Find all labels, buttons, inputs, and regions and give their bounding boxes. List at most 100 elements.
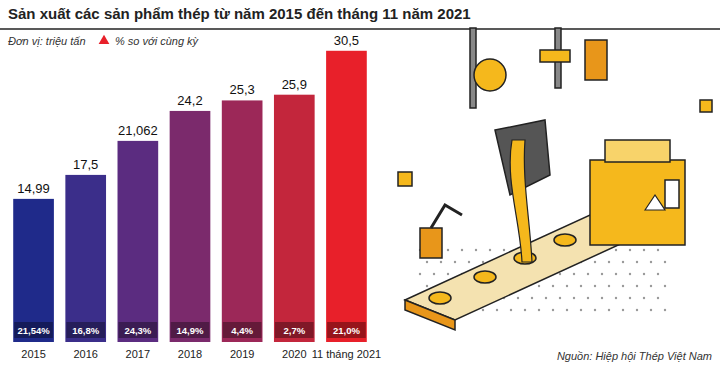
- illustration-dot: [636, 309, 638, 311]
- illustration-dot: [594, 309, 596, 311]
- illustration-shape: [431, 205, 462, 228]
- illustration-dot: [594, 261, 596, 263]
- growth-label: 21,54%: [17, 325, 50, 336]
- chart: Sản xuất các sản phẩm thép từ năm 2015 đ…: [0, 0, 720, 370]
- illustration-dot: [643, 297, 645, 299]
- illustration-dot: [419, 273, 421, 275]
- illustration-dot: [573, 297, 575, 299]
- illustration-shape: [429, 292, 451, 304]
- illustration-dot: [552, 285, 554, 287]
- bar: [65, 175, 106, 342]
- x-tick-label: 2015: [21, 348, 45, 360]
- illustration-dot: [510, 309, 512, 311]
- illustration-dot: [601, 273, 603, 275]
- data-label: 24,2: [177, 93, 202, 108]
- growth-label-bg: [119, 322, 158, 338]
- illustration-dot: [454, 261, 456, 263]
- illustration-dot: [559, 297, 561, 299]
- illustration-dot: [538, 285, 540, 287]
- bar: [326, 51, 367, 342]
- subtitle: Đơn vị: triệu tấn: [8, 35, 86, 47]
- illustration-dot: [608, 261, 610, 263]
- illustration-dot: [482, 261, 484, 263]
- x-tick: 2018: [178, 342, 202, 360]
- illustration-shape: [585, 40, 607, 80]
- x-tick-label: 2017: [126, 348, 150, 360]
- illustration-dot: [426, 261, 428, 263]
- data-label: 30,5: [334, 33, 359, 48]
- bars: [13, 51, 367, 342]
- growth-label-bg: [223, 322, 262, 338]
- illustration-dot: [601, 297, 603, 299]
- illustration-dot: [664, 261, 666, 263]
- illustration-shape: [420, 228, 442, 258]
- illustration-shape: [665, 180, 679, 208]
- illustration-dot: [629, 273, 631, 275]
- illustration-shape: [398, 172, 412, 186]
- illustration-dot: [482, 309, 484, 311]
- x-tick-label: 2020: [282, 348, 306, 360]
- growth-label-bg: [171, 322, 210, 338]
- illustration-dot: [580, 309, 582, 311]
- illustration-dot: [643, 249, 645, 251]
- illustration-dot: [664, 285, 666, 287]
- illustration-dot: [587, 273, 589, 275]
- bar: [274, 95, 315, 342]
- growth-label: 2,7%: [283, 325, 305, 336]
- illustration-dot: [503, 249, 505, 251]
- illustration-shape: [474, 59, 506, 91]
- bar: [118, 141, 159, 342]
- illustration-dot: [622, 285, 624, 287]
- illustration-dot: [475, 249, 477, 251]
- illustration-dot: [545, 297, 547, 299]
- growth-label-bg: [66, 322, 105, 338]
- illustration-dot: [657, 249, 659, 251]
- illustration-dot: [566, 285, 568, 287]
- illustration-dot: [461, 249, 463, 251]
- data-label: 17,5: [73, 157, 98, 172]
- x-tick: 2020: [282, 342, 306, 360]
- illustration-dot: [664, 309, 666, 311]
- illustration-shape: [700, 100, 712, 112]
- illustration-dot: [629, 249, 631, 251]
- illustration-dot: [615, 273, 617, 275]
- bar: [222, 100, 263, 342]
- illustration-dot: [531, 297, 533, 299]
- illustration-shape: [605, 140, 670, 162]
- illustration-dot: [573, 273, 575, 275]
- illustration-shape: [510, 140, 532, 262]
- illustration-dot: [566, 309, 568, 311]
- legend-marker: [99, 35, 110, 44]
- illustration-shape: [590, 160, 685, 245]
- illustration-dot: [622, 261, 624, 263]
- illustration-dot: [447, 273, 449, 275]
- data-label: 25,9: [282, 77, 307, 92]
- x-tick: 2016: [73, 342, 97, 360]
- illustration-dot: [657, 273, 659, 275]
- source: Nguồn: Hiệp hội Thép Việt Nam: [557, 350, 712, 362]
- data-label: 25,3: [229, 82, 254, 97]
- growth-label: 14,9%: [177, 325, 204, 336]
- illustration-dot: [440, 261, 442, 263]
- illustration-shape: [554, 234, 576, 246]
- x-tick-label: 11 tháng 2021: [312, 348, 382, 360]
- illustration-dot: [496, 309, 498, 311]
- x-tick: 11 tháng 2021: [312, 342, 382, 360]
- x-tick: 2015: [21, 342, 45, 360]
- growth-label-bg: [275, 322, 314, 338]
- illustration-dot: [608, 309, 610, 311]
- illustration-dot: [622, 309, 624, 311]
- illustration: [398, 28, 712, 330]
- x-axis: 20152016201720182019202011 tháng 2021: [21, 342, 381, 360]
- illustration-dot: [650, 309, 652, 311]
- growth-label-bg: [327, 322, 366, 338]
- illustration-dot: [615, 249, 617, 251]
- illustration-dot: [559, 273, 561, 275]
- illustration-dot: [426, 285, 428, 287]
- growth-label: 24,3%: [124, 325, 151, 336]
- x-tick-label: 2018: [178, 348, 202, 360]
- bar: [170, 111, 211, 342]
- growth-labels: 21,54%16,8%24,3%14,9%4,4%2,7%21,0%: [14, 322, 366, 338]
- illustration-shape: [645, 195, 665, 210]
- illustration-dot: [643, 273, 645, 275]
